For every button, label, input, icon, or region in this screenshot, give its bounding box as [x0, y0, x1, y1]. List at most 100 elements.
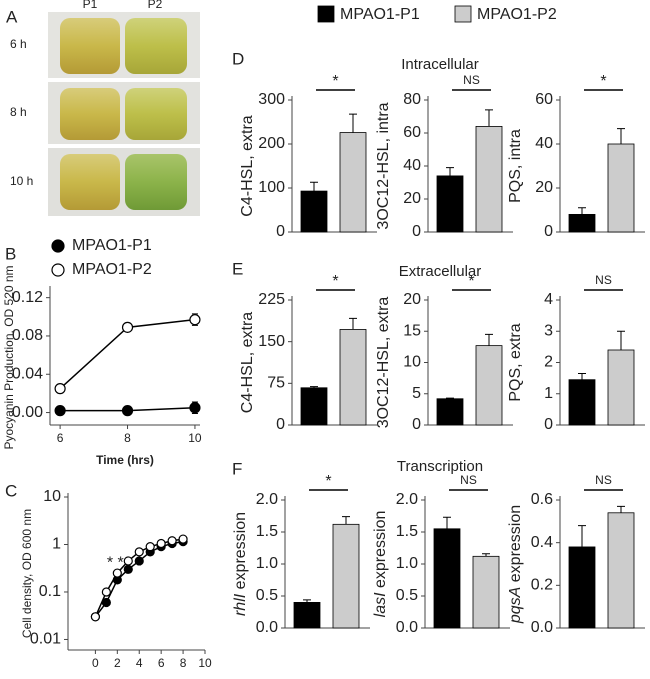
point — [145, 542, 155, 552]
point — [178, 534, 188, 544]
error-bar — [443, 516, 451, 529]
point — [167, 536, 177, 546]
x-tick-label: 8 — [180, 656, 187, 670]
error-bar — [578, 207, 586, 215]
significance-label: * — [600, 73, 606, 90]
legend-swatch — [317, 5, 335, 23]
legend-label: MPAO1-P1 — [340, 6, 420, 23]
bar — [568, 379, 596, 426]
y-tick-label: 200 — [258, 135, 285, 152]
bar — [300, 190, 328, 233]
bar — [475, 345, 503, 426]
bar — [300, 387, 328, 426]
y-tick-label: 0 — [276, 223, 285, 240]
y-axis-label-text: expression — [507, 505, 524, 582]
point — [123, 564, 133, 574]
section-title: Extracellular — [399, 263, 482, 280]
y-tick-label: 0.1 — [39, 583, 61, 600]
x-tick-label: 6 — [158, 656, 165, 670]
significance-label: * — [332, 273, 338, 290]
y-axis-label: lasI expression — [372, 511, 389, 618]
bar — [339, 132, 367, 233]
y-tick-label: 0.4 — [531, 534, 553, 551]
point — [112, 568, 122, 578]
point — [189, 314, 201, 326]
bar — [436, 398, 464, 426]
panel-label: C — [5, 481, 17, 500]
row-label: 8 h — [10, 105, 27, 119]
panel-label: E — [232, 259, 243, 278]
y-tick-label: 60 — [403, 124, 421, 141]
y-tick-label: 40 — [403, 157, 421, 174]
significance-label: NS — [460, 473, 477, 487]
y-axis-label-gene: rhlI — [232, 593, 249, 616]
photos — [48, 12, 200, 216]
y-tick-label: 0 — [544, 223, 553, 240]
y-tick-label: 0.2 — [531, 577, 553, 594]
y-axis-label: PQS, intra — [507, 129, 524, 203]
panel-label: D — [232, 49, 244, 68]
y-tick-label: 20 — [403, 190, 421, 207]
y-tick-label: 1.0 — [396, 555, 418, 572]
y-tick-label: 0.0 — [256, 619, 278, 636]
section-title: Intracellular — [401, 56, 479, 73]
y-tick-label: 40 — [535, 135, 553, 152]
y-axis-label: C4-HSL, extra — [239, 115, 256, 216]
point — [121, 405, 134, 417]
y-tick-label: 0.00 — [12, 404, 43, 421]
error-bar — [342, 516, 350, 525]
y-axis-label: PQS, extra — [507, 323, 524, 401]
point — [54, 383, 66, 395]
y-tick-label: 2 — [544, 354, 553, 371]
error-bar — [617, 330, 625, 350]
row-label: 6 h — [10, 37, 27, 51]
y-axis-label: Cell density, OD 600 nm — [20, 509, 34, 638]
section-title: Transcription — [397, 458, 483, 475]
y-tick-label: 0.01 — [30, 631, 61, 648]
x-tick-label: 0 — [92, 656, 99, 670]
row-label: 10 h — [10, 174, 33, 188]
panel-label: A — [6, 7, 18, 26]
legend-label: MPAO1-P2 — [72, 261, 152, 278]
significance-label: * — [332, 73, 338, 90]
point — [134, 556, 144, 566]
error-bar — [349, 113, 357, 133]
y-axis-label: pqsA expression — [507, 505, 524, 624]
y-tick-label: 20 — [403, 291, 421, 308]
y-tick-label: 1 — [52, 536, 61, 553]
y-tick-label: 0 — [544, 416, 553, 433]
annotation: * * — [107, 555, 124, 572]
error-bar — [446, 397, 454, 399]
y-tick-label: 1 — [544, 385, 553, 402]
legend-marker — [51, 263, 65, 277]
error-bar — [482, 553, 490, 557]
y-axis-label: C4-HSL, extra — [239, 312, 256, 413]
bar — [607, 349, 635, 426]
bar — [607, 512, 635, 629]
error-bar — [617, 505, 625, 513]
y-tick-label: 0.0 — [396, 619, 418, 636]
legend-swatch — [454, 5, 472, 23]
y-axis-label-text: PQS, intra — [507, 129, 524, 203]
y-axis-label-text: expression — [232, 512, 249, 589]
y-tick-label: 10 — [43, 488, 61, 505]
y-tick-label: 1.5 — [256, 523, 278, 540]
bar — [339, 329, 367, 426]
y-tick-label: 0.12 — [12, 289, 43, 306]
bar — [607, 143, 635, 233]
x-axis-label: Time (hrs) — [96, 453, 154, 467]
legend-label: MPAO1-P2 — [477, 6, 557, 23]
y-tick-label: 4 — [544, 291, 553, 308]
y-tick-label: 15 — [403, 322, 421, 339]
bar — [568, 213, 596, 233]
bar — [436, 175, 464, 233]
y-tick-label: 3 — [544, 322, 553, 339]
y-axis-label-gene: pqsA — [507, 587, 524, 624]
significance-label: NS — [595, 273, 612, 287]
x-tick-label: 6 — [57, 431, 64, 445]
bar — [433, 528, 461, 629]
y-axis-label-text: C4-HSL, extra — [239, 312, 256, 413]
y-axis-label: rhlI expression — [232, 512, 249, 616]
y-tick-label: 0 — [412, 416, 421, 433]
y-tick-label: 75 — [267, 375, 285, 392]
